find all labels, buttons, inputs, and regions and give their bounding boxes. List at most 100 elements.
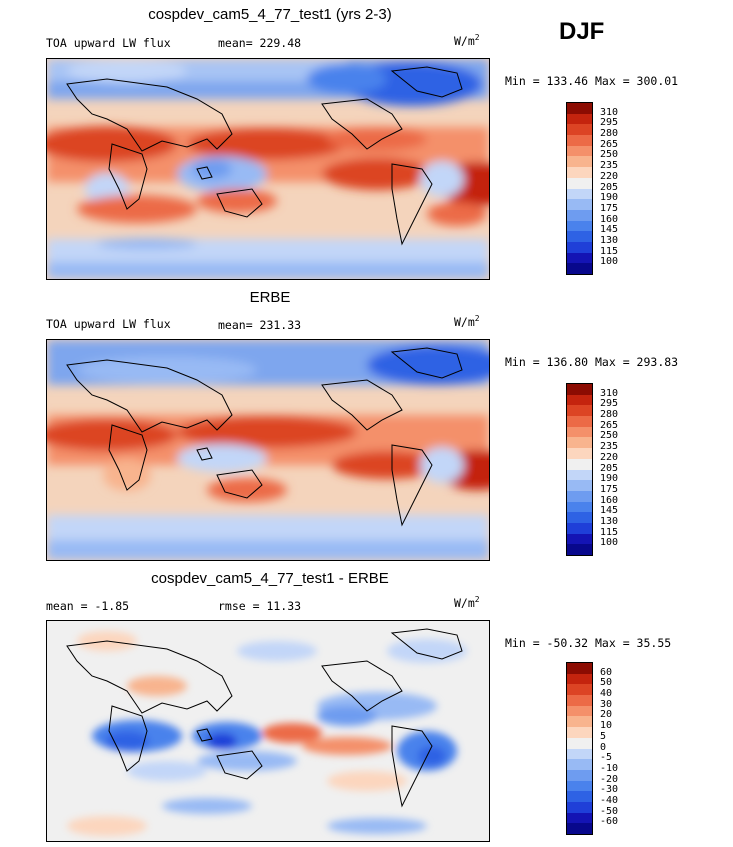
- colorbar-tick-label: 280: [600, 128, 619, 140]
- colorbar-swatch: [567, 384, 592, 395]
- colorbar-swatch: [567, 252, 592, 264]
- panel3-units: W/m2: [454, 595, 480, 610]
- panel3-title: cospdev_cam5_4_77_test1 - ERBE: [151, 570, 389, 587]
- colorbar-swatch: [567, 405, 592, 417]
- colorbar-tick-label: 205: [600, 181, 619, 193]
- colorbar-tick-label: 250: [600, 149, 619, 161]
- panel2-mean: mean= 231.33: [218, 318, 302, 332]
- colorbar-tick-label: 175: [600, 483, 619, 495]
- colorbar-tick-label: 130: [600, 515, 619, 527]
- colorbar-tick-label: 175: [600, 202, 619, 214]
- colorbar-tick-label: 10: [600, 720, 613, 732]
- panel3-colorbar: [566, 662, 593, 835]
- colorbar-swatch: [567, 113, 592, 125]
- colorbar-tick-label: 280: [600, 409, 619, 421]
- colorbar-swatch: [567, 737, 592, 749]
- panel1-variable-label: TOA upward LW flux: [46, 36, 171, 50]
- colorbar-tick-label: 115: [600, 245, 619, 257]
- colorbar-swatch: [567, 167, 592, 178]
- colorbar-swatch: [567, 501, 592, 513]
- colorbar-swatch: [567, 490, 592, 502]
- panel2-units: W/m2: [454, 314, 480, 329]
- colorbar-tick-label: 220: [600, 451, 619, 463]
- colorbar-tick-label: 0: [600, 741, 607, 753]
- colorbar-tick-label: 190: [600, 473, 619, 485]
- colorbar-tick-label: -50: [600, 805, 619, 817]
- colorbar-swatch: [567, 448, 592, 459]
- colorbar-tick-label: 295: [600, 117, 619, 129]
- colorbar-swatch: [567, 480, 592, 491]
- colorbar-tick-label: 265: [600, 419, 619, 431]
- colorbar-swatch: [567, 705, 592, 717]
- colorbar-swatch: [567, 716, 592, 728]
- colorbar-tick-label: -10: [600, 762, 619, 774]
- colorbar-swatch: [567, 663, 592, 674]
- colorbar-tick-label: 145: [600, 505, 619, 517]
- colorbar-swatch: [567, 437, 592, 449]
- colorbar-tick-label: 235: [600, 160, 619, 172]
- panel1-title: cospdev_cam5_4_77_test1 (yrs 2-3): [148, 6, 392, 23]
- colorbar-swatch: [567, 188, 592, 200]
- colorbar-tick-label: 130: [600, 234, 619, 246]
- panel1-colorbar: [566, 102, 593, 275]
- colorbar-swatch: [567, 124, 592, 136]
- panel3-rmse: rmse = 11.33: [218, 599, 302, 613]
- panel1-map: [46, 58, 490, 280]
- colorbar-swatch: [567, 748, 592, 760]
- colorbar-tick-label: 115: [600, 526, 619, 538]
- colorbar-tick-label: 60: [600, 666, 613, 678]
- colorbar-swatch: [567, 458, 592, 470]
- panel2-title: ERBE: [249, 289, 291, 306]
- colorbar-tick-label: 5: [600, 730, 607, 742]
- season-label: DJF: [559, 18, 605, 45]
- panel3-minmax: Min = -50.32 Max = 35.55: [505, 636, 672, 650]
- panel3-mean: mean = -1.85: [46, 599, 130, 613]
- colorbar-swatch: [567, 469, 592, 481]
- colorbar-swatch: [567, 199, 592, 210]
- colorbar-tick-label: -20: [600, 773, 619, 785]
- colorbar-swatch: [567, 544, 592, 555]
- panel1-map-field: [47, 59, 489, 279]
- colorbar-swatch: [567, 156, 592, 168]
- colorbar-swatch: [567, 823, 592, 834]
- colorbar-swatch: [567, 791, 592, 802]
- panel1-mean: mean= 229.48: [218, 36, 302, 50]
- colorbar-swatch: [567, 177, 592, 189]
- colorbar-swatch: [567, 512, 592, 523]
- colorbar-swatch: [567, 759, 592, 770]
- panel3-map-field: [47, 621, 489, 841]
- colorbar-tick-label: 235: [600, 441, 619, 453]
- colorbar-swatch: [567, 673, 592, 685]
- panel1-units: W/m2: [454, 33, 480, 48]
- colorbar-swatch: [567, 263, 592, 274]
- colorbar-tick-label: 160: [600, 494, 619, 506]
- colorbar-swatch: [567, 727, 592, 738]
- panel2-minmax: Min = 136.80 Max = 293.83: [505, 355, 679, 369]
- colorbar-swatch: [567, 780, 592, 792]
- colorbar-tick-label: 205: [600, 462, 619, 474]
- colorbar-swatch: [567, 801, 592, 813]
- colorbar-swatch: [567, 394, 592, 406]
- panel3-map: [46, 620, 490, 842]
- colorbar-tick-label: 100: [600, 256, 619, 268]
- colorbar-swatch: [567, 695, 592, 706]
- panel2-map-field: [47, 340, 489, 560]
- panel2-map: [46, 339, 490, 561]
- colorbar-swatch: [567, 684, 592, 696]
- colorbar-tick-label: 310: [600, 387, 619, 399]
- colorbar-swatch: [567, 522, 592, 534]
- colorbar-tick-label: 50: [600, 677, 613, 689]
- panel2-variable-label: TOA upward LW flux: [46, 317, 171, 331]
- colorbar-swatch: [567, 241, 592, 253]
- colorbar-tick-label: -30: [600, 784, 619, 796]
- colorbar-tick-label: -40: [600, 794, 619, 806]
- colorbar-tick-label: 295: [600, 398, 619, 410]
- colorbar-tick-label: 40: [600, 688, 613, 700]
- colorbar-tick-label: 250: [600, 430, 619, 442]
- panel2-colorbar: [566, 383, 593, 556]
- colorbar-swatch: [567, 769, 592, 781]
- colorbar-swatch: [567, 220, 592, 232]
- colorbar-tick-label: 190: [600, 192, 619, 204]
- colorbar-swatch: [567, 145, 592, 157]
- colorbar-swatch: [567, 426, 592, 438]
